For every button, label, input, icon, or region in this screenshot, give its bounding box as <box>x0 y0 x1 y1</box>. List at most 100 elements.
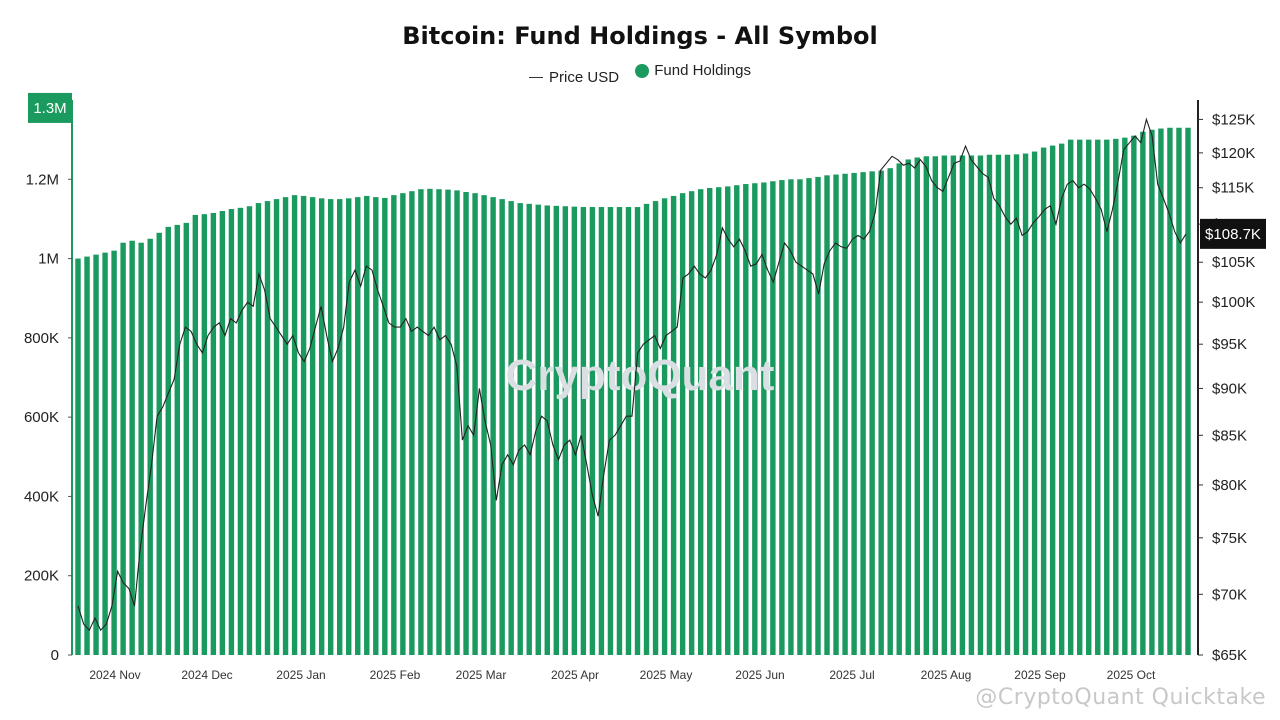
bar <box>941 155 948 655</box>
bar <box>535 204 541 655</box>
line-swatch-icon <box>529 76 544 78</box>
bar <box>1149 129 1155 656</box>
bar <box>391 195 397 655</box>
bar <box>318 198 325 655</box>
bar <box>490 197 496 656</box>
bar <box>201 214 208 656</box>
bar <box>815 176 821 655</box>
legend-item-fund-holdings[interactable]: Fund Holdings <box>635 62 751 79</box>
bar <box>887 168 893 655</box>
bar <box>842 173 848 656</box>
bar <box>725 186 731 656</box>
bar <box>264 201 271 655</box>
bar <box>400 193 406 655</box>
bar <box>1086 139 1092 655</box>
bar <box>1095 139 1101 655</box>
bar <box>346 198 352 655</box>
right-axis: $65K $70K $75K $80K $85K $90K $95K $100K $105K $1… <box>1197 100 1266 664</box>
bar <box>174 224 180 656</box>
bar <box>102 252 108 656</box>
bar <box>1022 153 1029 655</box>
left-tick-label: 1M <box>38 251 59 268</box>
bar <box>156 232 162 656</box>
bar <box>986 154 993 655</box>
right-tick-label: $65K <box>1212 647 1247 664</box>
bar <box>219 211 226 655</box>
bar <box>1031 151 1038 656</box>
bar <box>327 199 334 656</box>
bar <box>93 254 99 656</box>
x-tick-label: 2025 Apr <box>551 668 599 682</box>
bar <box>1058 143 1065 656</box>
bar <box>824 175 830 655</box>
bar <box>788 179 794 656</box>
bar <box>129 240 135 656</box>
bar <box>300 195 307 655</box>
bar <box>192 214 199 655</box>
legend-item-price[interactable]: Price USD <box>529 69 619 86</box>
bar <box>652 201 659 655</box>
bar <box>1077 139 1083 655</box>
bar <box>716 187 722 655</box>
bar <box>878 170 884 655</box>
x-tick-label: 2025 Sep <box>1014 668 1066 682</box>
right-tick-label: $125K <box>1212 111 1255 128</box>
bar <box>147 238 153 655</box>
legend-label-price: Price USD <box>549 68 620 86</box>
bar <box>1140 131 1146 655</box>
bar <box>445 189 451 655</box>
right-tick-label: $100K <box>1212 294 1255 311</box>
bar <box>616 207 623 656</box>
bar <box>553 205 559 655</box>
left-tick-label: 800K <box>24 330 59 347</box>
x-tick-label: 2024 Nov <box>89 668 140 682</box>
bar <box>373 197 379 656</box>
bar <box>1131 135 1137 655</box>
bar <box>228 209 235 655</box>
watermark-center: CryptoQuant <box>506 351 775 400</box>
left-tick-label: 600K <box>24 409 59 426</box>
bar <box>923 156 929 656</box>
bar <box>364 195 370 655</box>
x-tick-label: 2025 Jun <box>735 668 784 682</box>
bar <box>607 207 614 656</box>
bar <box>237 207 244 655</box>
bar <box>1113 138 1119 656</box>
bar <box>309 197 316 656</box>
bar <box>499 199 505 656</box>
bar <box>246 206 253 656</box>
bar <box>1004 154 1011 655</box>
bar <box>977 155 984 655</box>
bar <box>1185 127 1191 655</box>
bar <box>382 197 388 656</box>
bar <box>183 222 189 655</box>
right-tick-label: $90K <box>1212 380 1247 397</box>
x-tick-label: 2025 Aug <box>921 668 972 682</box>
bar <box>670 195 677 655</box>
bar <box>1049 145 1056 655</box>
fund-holdings-bars <box>75 127 1191 656</box>
bar <box>643 203 650 656</box>
current-price-label: $108.7K <box>1205 226 1261 243</box>
price-line-layer <box>77 117 1187 632</box>
bar <box>968 155 975 655</box>
x-tick-label: 2025 Jan <box>276 668 325 682</box>
x-tick-label: 2025 Jul <box>829 668 874 682</box>
x-tick-label: 2025 May <box>640 668 693 682</box>
bar <box>111 250 117 655</box>
bar <box>770 181 776 655</box>
bar <box>84 256 90 655</box>
bar <box>580 207 587 656</box>
right-tick-label: $120K <box>1212 145 1255 162</box>
bar <box>869 171 875 656</box>
left-axis: 0 200K 400K 600K 800K 1M 1.2M 1.3M <box>24 92 73 664</box>
bar <box>526 203 532 656</box>
watermark-bottom-right: @CryptoQuant Quicktake <box>975 685 1266 710</box>
right-tick-label: $80K <box>1212 477 1247 494</box>
bar <box>896 163 902 655</box>
bar <box>1176 127 1182 655</box>
bar <box>661 198 668 655</box>
bar <box>851 172 857 655</box>
left-tick-label: 0 <box>51 647 59 664</box>
